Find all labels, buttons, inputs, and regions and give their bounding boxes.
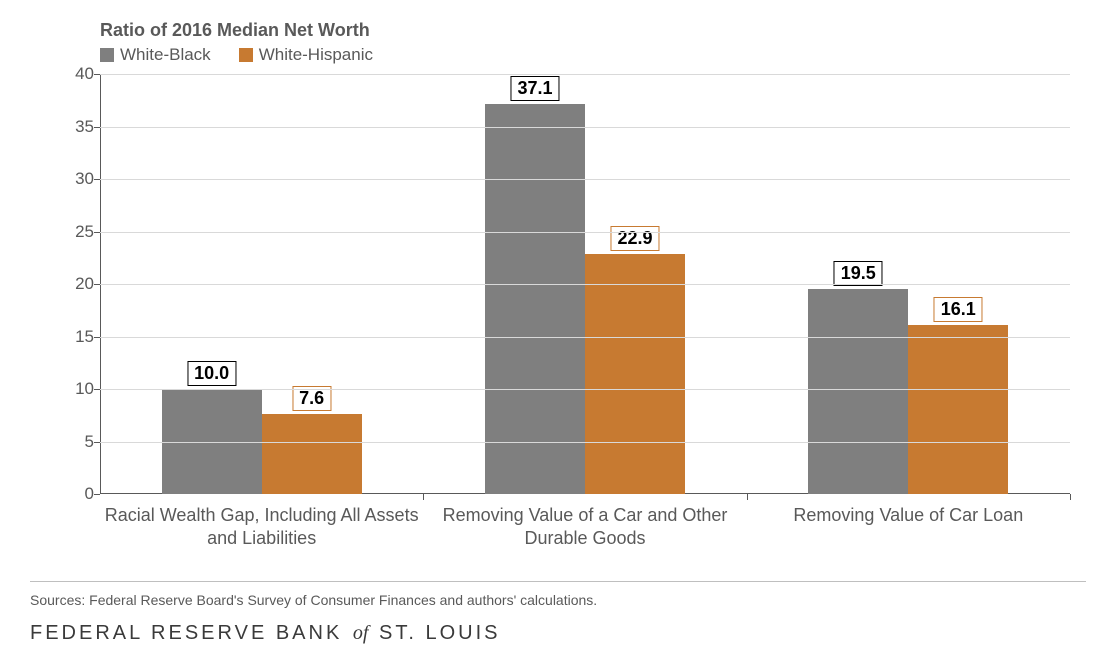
bar-value-label: 22.9 [610,226,659,251]
y-tick-label: 20 [60,274,94,294]
y-tick-mark [94,442,100,443]
y-tick-mark [94,494,100,495]
x-tick-mark [747,494,748,500]
y-tick-label: 40 [60,64,94,84]
y-tick-label: 25 [60,222,94,242]
y-tick-mark [94,127,100,128]
chart-title: Ratio of 2016 Median Net Worth [100,20,1086,41]
y-tick-mark [94,232,100,233]
legend-item: White-Hispanic [239,45,373,65]
bar: 16.1 [908,325,1008,494]
chart-footer: Sources: Federal Reserve Board's Survey … [30,581,1086,645]
x-tick-mark [423,494,424,500]
grid-line [100,337,1070,338]
legend-label: White-Hispanic [259,45,373,65]
y-tick-label: 15 [60,327,94,347]
frb-logo: FEDERAL RESERVE BANK of ST. LOUIS [30,622,1086,645]
footer-divider [30,581,1086,582]
legend-label: White-Black [120,45,211,65]
y-tick-label: 10 [60,379,94,399]
chart-container: Ratio of 2016 Median Net Worth White-Bla… [30,20,1086,570]
grid-line [100,127,1070,128]
category-label: Racial Wealth Gap, Including All Assets … [100,504,423,549]
y-tick-label: 0 [60,484,94,504]
category-label: Removing Value of a Car and Other Durabl… [423,504,746,549]
category-label: Removing Value of Car Loan [747,504,1070,527]
y-tick-mark [94,389,100,390]
logo-of: of [353,622,369,644]
y-tick-label: 30 [60,169,94,189]
grid-line [100,442,1070,443]
x-tick-mark [1070,494,1071,500]
chart-legend: White-Black White-Hispanic [100,45,1086,65]
y-tick-mark [94,179,100,180]
y-tick-mark [94,284,100,285]
bar: 19.5 [808,289,908,494]
legend-swatch [100,48,114,62]
grid-line [100,284,1070,285]
bar-value-label: 37.1 [510,76,559,101]
chart-header: Ratio of 2016 Median Net Worth White-Bla… [30,20,1086,65]
sources-text: Sources: Federal Reserve Board's Survey … [30,592,1086,608]
bar: 7.6 [262,414,362,494]
grid-line [100,179,1070,180]
legend-swatch [239,48,253,62]
legend-item: White-Black [100,45,211,65]
y-tick-mark [94,74,100,75]
bar-value-label: 16.1 [934,297,983,322]
y-tick-label: 5 [60,432,94,452]
grid-line [100,232,1070,233]
logo-part2: ST. LOUIS [379,622,500,644]
bar-value-label: 19.5 [834,261,883,286]
bar: 37.1 [485,104,585,494]
grid-line [100,389,1070,390]
y-tick-label: 35 [60,117,94,137]
logo-part1: FEDERAL RESERVE BANK [30,622,342,644]
bar-value-label: 10.0 [187,361,236,386]
chart-plot-area: 10.07.6Racial Wealth Gap, Including All … [100,74,1070,494]
y-tick-mark [94,337,100,338]
bar: 22.9 [585,254,685,494]
grid-line [100,74,1070,75]
